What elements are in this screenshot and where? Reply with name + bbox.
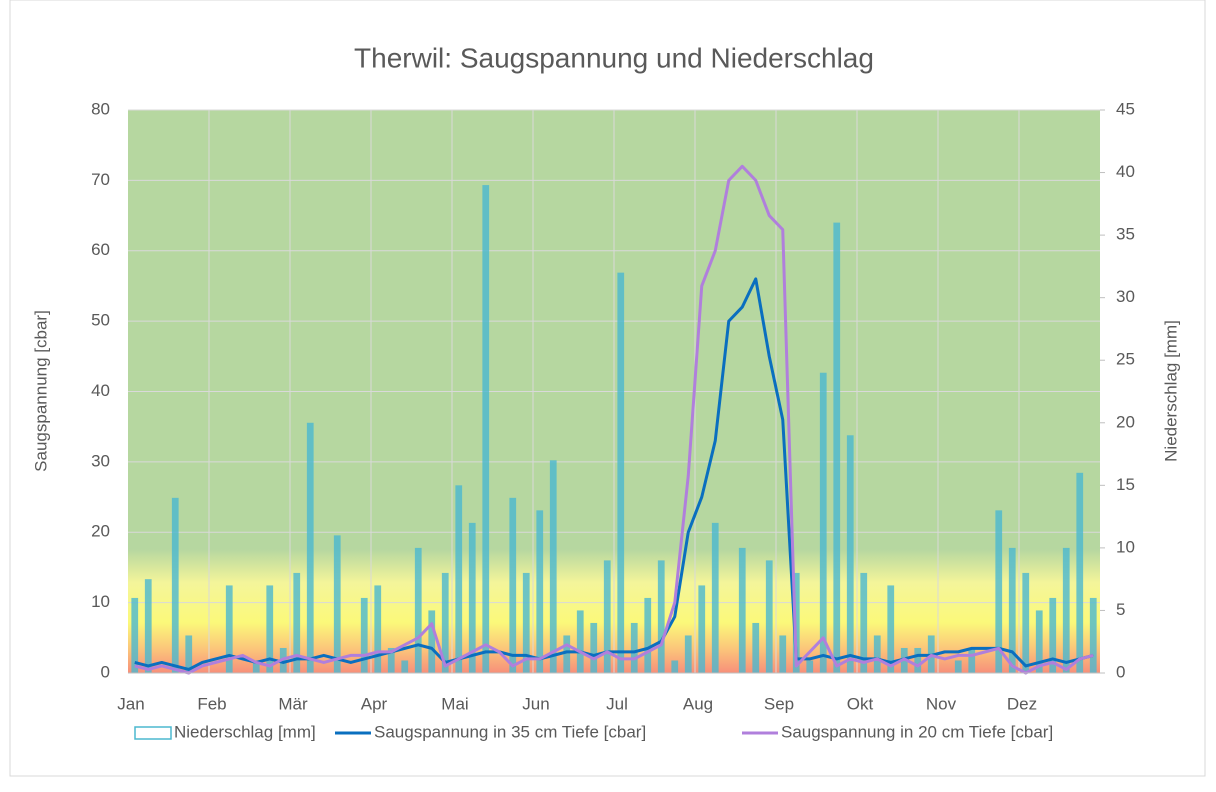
bar [671, 660, 679, 673]
bar [185, 635, 193, 673]
bar [644, 597, 652, 673]
x-tick-label: Dez [1007, 694, 1037, 713]
bar [765, 560, 773, 673]
x-tick-label: Mai [441, 694, 468, 713]
bar [549, 460, 557, 673]
bar [806, 660, 814, 673]
bar [617, 272, 625, 673]
bar [657, 560, 665, 673]
x-tick-label: Sep [764, 694, 794, 713]
y-tick-label: 30 [91, 451, 110, 470]
bar [252, 660, 260, 673]
bar [833, 222, 841, 673]
bar [914, 647, 922, 673]
bar [266, 585, 274, 673]
bar [1062, 547, 1070, 673]
bar [306, 422, 314, 673]
x-tick-label: Aug [683, 694, 713, 713]
x-tick-label: Jun [522, 694, 549, 713]
x-tick-label: Jul [606, 694, 628, 713]
bar [630, 622, 638, 673]
y-tick-label: 80 [91, 99, 110, 118]
bar [441, 572, 449, 673]
y-tick-label: 20 [91, 522, 110, 541]
bar [482, 185, 490, 674]
x-tick-label: Feb [197, 694, 226, 713]
bar [779, 635, 787, 673]
y-tick-label: 70 [91, 170, 110, 189]
y-tick-label: 40 [91, 381, 110, 400]
bar [1008, 547, 1016, 673]
bar [1089, 597, 1097, 673]
bar [387, 647, 395, 673]
y2-tick-label: 30 [1116, 287, 1135, 306]
bar [1049, 597, 1057, 673]
y2-tick-label: 15 [1116, 475, 1135, 494]
bar [509, 497, 517, 673]
bar [563, 635, 571, 673]
x-tick-label: Okt [847, 694, 874, 713]
y2-tick-label: 0 [1116, 662, 1125, 681]
bar [455, 485, 463, 673]
bar [968, 647, 976, 673]
bar [171, 497, 179, 673]
bar [536, 510, 544, 673]
bar [1076, 472, 1084, 673]
line [134, 164, 1094, 675]
y-tick-label: 60 [91, 240, 110, 259]
legend-label: Saugspannung in 20 cm Tiefe [cbar] [781, 722, 1053, 741]
legend-swatch [134, 726, 172, 740]
bar [1022, 572, 1030, 673]
y2-tick-label: 40 [1116, 162, 1135, 181]
bar [603, 560, 611, 673]
bar [522, 572, 530, 673]
bar [752, 622, 760, 673]
x-tick-label: Mär [278, 694, 308, 713]
y2-tick-label: 45 [1116, 99, 1135, 118]
bar [374, 585, 382, 673]
bar [414, 547, 422, 673]
bar [711, 522, 719, 673]
x-tick-label: Apr [361, 694, 388, 713]
y2-tick-label: 10 [1116, 537, 1135, 556]
bar [684, 635, 692, 673]
bar [401, 660, 409, 673]
bar [428, 610, 436, 673]
bar [860, 572, 868, 673]
bar [131, 597, 139, 673]
bar [846, 435, 854, 673]
y2-tick-label: 5 [1116, 600, 1125, 619]
bar [468, 522, 476, 673]
bar [293, 572, 301, 673]
legend-label: Niederschlag [mm] [174, 722, 316, 741]
bar [360, 597, 368, 673]
y-tick-label: 0 [101, 662, 110, 681]
y-axis-label: Saugspannung [cbar] [31, 310, 50, 472]
bar [887, 585, 895, 673]
bar [590, 622, 598, 673]
bar [819, 372, 827, 673]
bar [225, 585, 233, 673]
y2-tick-label: 20 [1116, 412, 1135, 431]
bar [995, 510, 1003, 673]
y-tick-label: 50 [91, 311, 110, 330]
y-tick-label: 10 [91, 592, 110, 611]
y2-tick-label: 35 [1116, 225, 1135, 244]
x-tick-label: Jan [117, 694, 144, 713]
bar [698, 585, 706, 673]
bar [1035, 610, 1043, 673]
bar [954, 660, 962, 673]
bar [576, 610, 584, 673]
chart-title: Therwil: Saugspannung und Niederschlag [354, 42, 874, 73]
y2-tick-label: 25 [1116, 350, 1135, 369]
legend-label: Saugspannung in 35 cm Tiefe [cbar] [374, 722, 646, 741]
x-tick-label: Nov [926, 694, 957, 713]
bar [333, 535, 341, 673]
bar [873, 635, 881, 673]
y2-axis-label: Niederschlag [mm] [1161, 320, 1180, 462]
bar [738, 547, 746, 673]
bar [144, 579, 152, 673]
